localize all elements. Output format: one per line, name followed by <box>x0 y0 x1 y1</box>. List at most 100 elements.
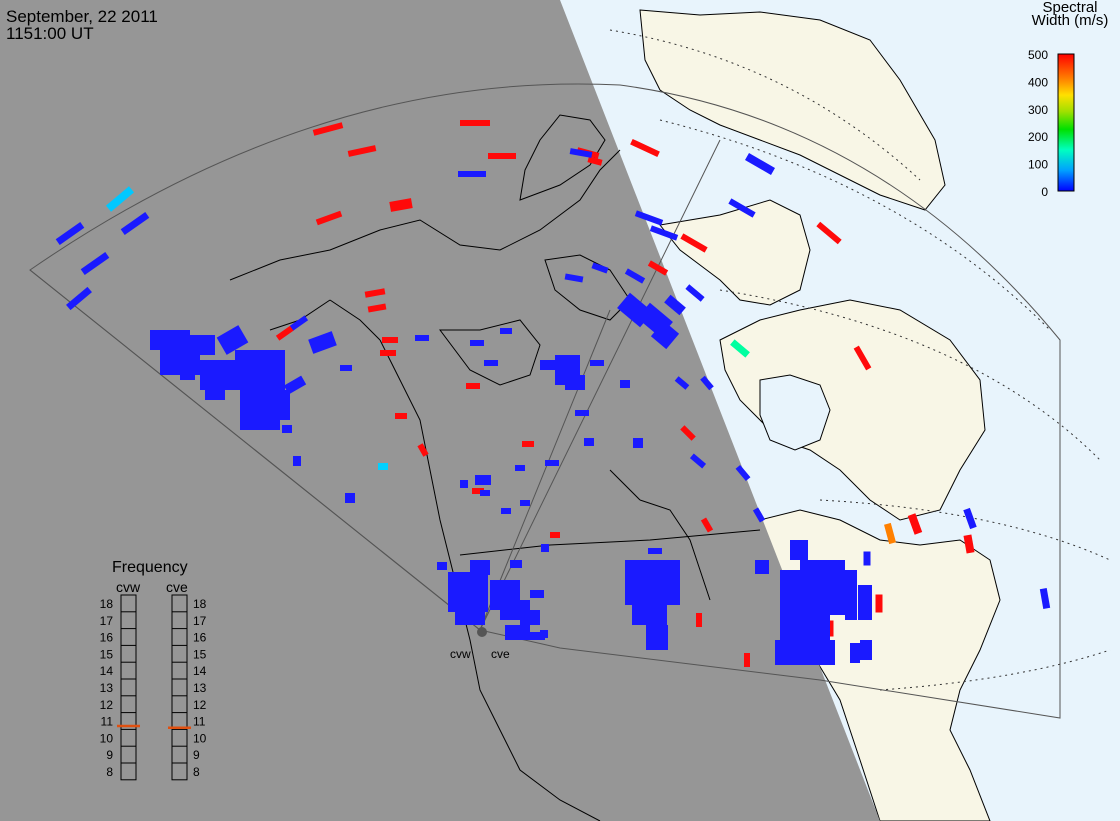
echo-cell <box>680 233 708 253</box>
echo-cell <box>275 325 295 341</box>
echo-cell <box>875 594 883 613</box>
title-time: 1151:00 UT <box>6 24 94 43</box>
echo-cell <box>591 262 609 274</box>
baffin-island <box>659 199 811 306</box>
frequency-scale-label-east: 10 <box>193 731 207 745</box>
echo-cell <box>510 560 522 568</box>
frequency-scale-label-east: 18 <box>193 597 207 611</box>
echo-cell <box>660 585 680 605</box>
echo-cell <box>530 590 544 598</box>
echo-cell <box>650 320 680 350</box>
echo-cell <box>80 252 110 275</box>
echo-cell <box>437 562 447 570</box>
echo-cell <box>389 198 413 212</box>
echo-cell <box>347 145 377 157</box>
echo-cell <box>55 222 85 245</box>
echo-cell <box>845 570 857 620</box>
frequency-scale-label-west: 18 <box>100 597 114 611</box>
echo-cell <box>730 339 750 358</box>
frequency-scale-label-east: 11 <box>193 715 206 729</box>
frequency-scale-label-west: 15 <box>100 647 114 661</box>
colorbar-tick-label: 300 <box>1028 103 1048 117</box>
echo-cell <box>620 380 630 388</box>
echo-cell <box>790 540 808 560</box>
echo-cell <box>475 475 491 485</box>
echo-cell <box>540 630 548 638</box>
echo-cell <box>283 375 307 395</box>
echo-cell <box>382 337 398 343</box>
echo-cell <box>830 560 845 615</box>
echo-cell <box>500 328 512 334</box>
colorbar-tick-label: 0 <box>1041 185 1048 199</box>
echo-cell <box>963 534 975 554</box>
colorbar: 500 400 300 200 100 0 <box>1028 48 1075 199</box>
echo-cell <box>270 390 290 420</box>
echo-cell <box>455 600 485 625</box>
echo-cell <box>752 507 766 523</box>
echo-cell <box>120 212 150 235</box>
frequency-scale-label-west: 12 <box>100 698 114 712</box>
echo-cell <box>185 335 215 355</box>
frequency-column-east <box>171 594 188 781</box>
echo-cell <box>480 490 490 496</box>
echo-cell <box>458 171 486 177</box>
echo-cell <box>395 413 407 419</box>
radar-label-west: cvw <box>450 647 471 661</box>
echo-cell <box>816 221 842 245</box>
frequency-scale: 18 18 17 17 16 16 15 15 14 14 13 13 12 12 11 11 10 10 9 9 8 8 <box>100 594 207 781</box>
echo-cell <box>520 500 530 506</box>
echo-cell <box>545 460 559 466</box>
quebec-labrador <box>719 299 986 521</box>
frequency-scale-label-east: 12 <box>193 698 207 712</box>
frequency-scale-label-west: 16 <box>100 631 114 645</box>
echo-cell <box>466 383 480 389</box>
frequency-scale-label-east: 16 <box>193 631 207 645</box>
echo-cell <box>522 441 534 447</box>
radar-echoes <box>55 120 1051 667</box>
echo-cell <box>858 585 872 620</box>
echo-cell <box>907 513 923 535</box>
echo-cell <box>289 315 309 331</box>
echo-cell <box>364 288 386 298</box>
echo-cell <box>744 653 750 667</box>
echo-cell <box>649 225 679 241</box>
echo-cell <box>728 198 756 218</box>
frequency-scale-label-west: 11 <box>101 715 114 729</box>
echo-cell <box>308 331 337 354</box>
echo-cell <box>470 340 484 346</box>
hudson-bay <box>759 374 831 451</box>
echo-cell <box>700 517 714 533</box>
echo-cell <box>150 330 190 350</box>
echo-cell <box>540 360 560 370</box>
echo-cell <box>696 613 702 627</box>
echo-cell <box>180 370 195 380</box>
echo-cell <box>484 360 498 366</box>
day-landmasses <box>639 9 1001 821</box>
echo-cell <box>293 456 301 466</box>
echo-cell <box>367 303 387 313</box>
colorbar-tick-label: 200 <box>1028 130 1048 144</box>
echo-cell <box>689 453 707 469</box>
echo-cell <box>472 488 484 494</box>
echo-cell <box>664 294 686 316</box>
echo-cell <box>345 493 355 503</box>
colorbar-ticks: 500 400 300 200 100 0 <box>1028 48 1048 199</box>
frequency-radar-west: cvw <box>116 579 141 595</box>
echo-cell <box>853 345 872 371</box>
radar-site-marker <box>477 627 487 637</box>
graticule <box>609 29 1111 691</box>
echo-cell <box>550 532 560 538</box>
frequency-title: Frequency <box>112 559 188 576</box>
echo-cell <box>460 480 468 488</box>
echo-cell <box>66 286 92 311</box>
field-of-view <box>29 83 1061 719</box>
frequency-scale-label-west: 9 <box>106 748 113 762</box>
echo-cell <box>624 268 646 284</box>
echo-cell <box>380 350 396 356</box>
echo-cell <box>884 522 896 545</box>
echo-cell <box>569 148 593 158</box>
echo-cell <box>216 325 249 355</box>
frequency-scale-label-west: 10 <box>100 731 114 745</box>
echo-cell <box>505 625 530 640</box>
